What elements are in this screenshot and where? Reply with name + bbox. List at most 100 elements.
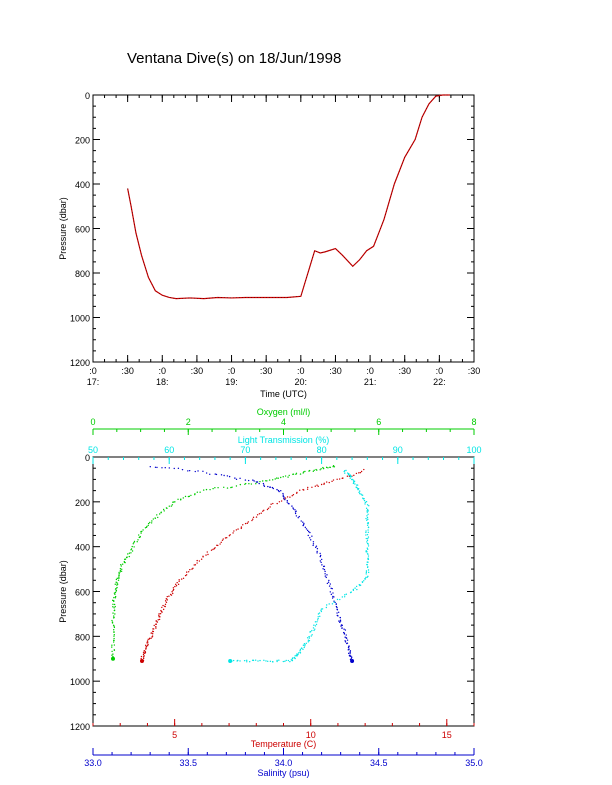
x-tick-label-minutes: :0 xyxy=(436,366,444,376)
profile-point-salinity xyxy=(349,652,351,654)
profile-point-oxygen xyxy=(127,553,129,555)
profile-point-light-transmission xyxy=(349,591,352,594)
profile-bottom-marker-light-transmission xyxy=(228,658,233,663)
profile-point-oxygen xyxy=(136,540,138,543)
profile-point-salinity xyxy=(239,477,241,480)
profile-point-salinity xyxy=(324,573,326,575)
profile-point-temperature xyxy=(170,594,173,596)
profile-point-oxygen xyxy=(171,504,174,506)
profile-point-oxygen xyxy=(308,470,310,472)
profile-point-oxygen xyxy=(322,467,325,470)
profile-point-salinity xyxy=(316,550,318,553)
profile-point-light-transmission xyxy=(314,625,317,627)
pressure-trace xyxy=(127,94,450,300)
profile-point-oxygen xyxy=(131,550,134,552)
profile-point-salinity xyxy=(220,474,223,476)
profile-point-salinity xyxy=(312,544,314,547)
profile-point-temperature xyxy=(325,481,328,483)
profile-point-temperature xyxy=(278,501,281,503)
x-tick-label-minutes: :0 xyxy=(366,366,374,376)
profile-point-salinity xyxy=(344,641,347,643)
profile-point-light-transmission xyxy=(357,488,359,491)
profile-point-oxygen xyxy=(333,466,336,468)
profile-point-salinity xyxy=(319,555,321,558)
profile-bottom-marker-oxygen xyxy=(111,656,116,661)
profile-point-oxygen xyxy=(140,532,142,534)
profile-point-salinity xyxy=(343,632,346,634)
profile-point-temperature xyxy=(202,556,204,558)
profile-point-light-transmission xyxy=(367,536,370,538)
profile-point-light-transmission xyxy=(276,659,278,662)
oxygen-tick-label: 6 xyxy=(376,417,381,427)
profile-point-oxygen xyxy=(284,475,287,477)
x-tick-label-minutes: :0 xyxy=(297,366,305,376)
profile-point-light-transmission xyxy=(358,490,361,492)
profile-point-oxygen xyxy=(120,570,123,572)
pressure-trace-markers xyxy=(127,94,450,299)
profile-point-temperature xyxy=(164,605,166,608)
profile-point-salinity xyxy=(173,467,175,470)
profile-point-salinity xyxy=(339,616,341,619)
temperature-tick-label: 5 xyxy=(172,730,177,740)
profile-point-light-transmission xyxy=(259,659,261,662)
profile-point-light-transmission xyxy=(339,598,341,601)
transmission-axis-label: Light Transmission (%) xyxy=(238,435,330,445)
profile-point-oxygen xyxy=(231,486,233,488)
profile-point-oxygen xyxy=(149,521,151,524)
profile-point-oxygen xyxy=(179,499,182,501)
profile-point-light-transmission xyxy=(316,619,319,621)
profile-point-light-transmission xyxy=(363,499,366,502)
profile-point-oxygen xyxy=(130,549,132,551)
profile-point-oxygen xyxy=(112,606,114,608)
profile-point-salinity xyxy=(309,531,311,534)
profile-point-light-transmission xyxy=(312,627,315,629)
profile-point-temperature xyxy=(240,527,242,530)
profile-point-salinity xyxy=(336,609,339,611)
profile-point-oxygen xyxy=(329,466,331,469)
x-tick-label-hours: 20: xyxy=(295,377,308,387)
profile-point-light-transmission xyxy=(314,628,316,630)
profile-point-oxygen xyxy=(112,603,114,606)
profile-point-salinity xyxy=(316,552,318,554)
profile-point-temperature xyxy=(235,529,238,531)
profile-point-salinity xyxy=(324,575,327,577)
profile-point-light-transmission xyxy=(278,659,280,661)
profile-point-light-transmission xyxy=(297,652,300,654)
profile-point-light-transmission xyxy=(291,657,294,660)
profile-point-salinity xyxy=(283,497,285,500)
profile-point-oxygen xyxy=(199,491,201,493)
y-tick-label-top: 1000 xyxy=(70,314,90,324)
profile-point-light-transmission xyxy=(352,482,355,485)
profile-point-temperature xyxy=(158,614,160,617)
profile-point-oxygen xyxy=(313,469,315,471)
profile-point-salinity xyxy=(346,642,349,644)
profile-point-salinity xyxy=(315,545,318,547)
profile-point-light-transmission xyxy=(246,661,248,663)
transmission-tick-label: 80 xyxy=(317,445,327,455)
x-tick-label-minutes: :0 xyxy=(159,366,167,376)
profile-point-oxygen xyxy=(114,588,117,590)
profile-point-salinity xyxy=(295,515,298,517)
profile-point-oxygen xyxy=(117,579,120,581)
profile-point-oxygen xyxy=(244,483,246,486)
profile-point-oxygen xyxy=(157,516,159,519)
profile-point-oxygen xyxy=(302,472,304,474)
profile-point-temperature xyxy=(212,548,214,551)
profile-point-salinity xyxy=(202,470,204,473)
profile-point-light-transmission xyxy=(356,588,358,591)
profile-point-light-transmission xyxy=(365,576,367,579)
profile-point-salinity xyxy=(320,561,322,564)
profile-point-light-transmission xyxy=(236,660,238,662)
profile-point-oxygen xyxy=(137,539,139,541)
profile-point-oxygen xyxy=(119,567,122,570)
profile-point-light-transmission xyxy=(300,647,303,649)
profile-point-salinity xyxy=(298,515,300,518)
profile-point-light-transmission xyxy=(367,522,369,525)
profile-point-light-transmission xyxy=(367,531,370,533)
profile-point-salinity xyxy=(168,467,170,469)
profile-point-light-transmission xyxy=(248,661,251,663)
profile-point-salinity xyxy=(291,505,293,507)
profile-point-oxygen xyxy=(113,639,115,642)
profile-point-salinity xyxy=(253,480,255,482)
